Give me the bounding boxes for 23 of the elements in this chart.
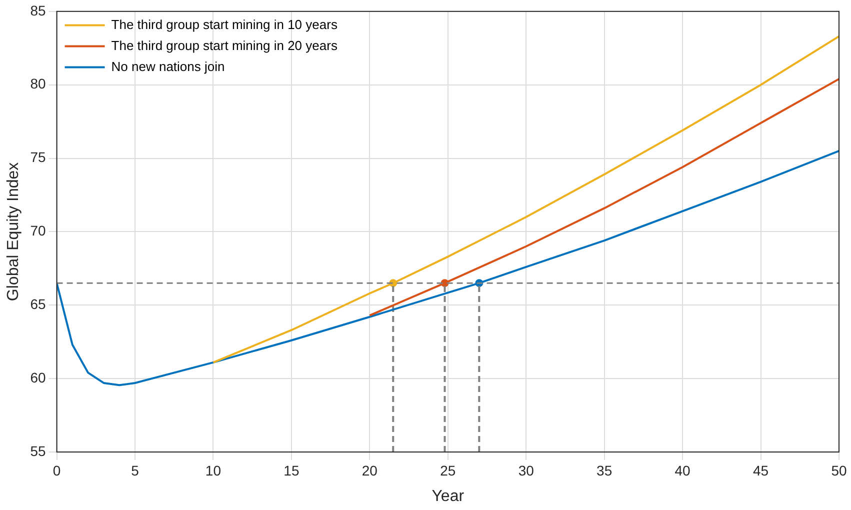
y-tick-label: 65 (30, 296, 46, 312)
legend-label: No new nations join (111, 58, 225, 74)
y-tick-label: 70 (30, 222, 46, 239)
x-tick-label: 0 (52, 462, 61, 478)
legend-label: The third group start mining in 20 years (111, 38, 338, 53)
x-axis-title: Year (432, 488, 465, 505)
x-tick-label: 35 (596, 462, 612, 478)
y-tick-label: 80 (30, 76, 46, 92)
x-tick-label: 50 (831, 462, 847, 478)
y-tick-label: 55 (30, 442, 46, 459)
x-tick-label: 10 (205, 462, 222, 478)
y-tick-label: 85 (30, 2, 46, 18)
x-tick-label: 30 (518, 462, 534, 478)
x-tick-label: 20 (362, 462, 378, 478)
x-tick-label: 40 (674, 462, 691, 478)
legend-label: The third group start mining in 10 years (111, 16, 338, 32)
x-tick-label: 45 (752, 462, 769, 478)
y-tick-label: 75 (30, 149, 46, 166)
x-tick-label: 5 (131, 462, 140, 478)
x-tick-label: 15 (284, 462, 300, 478)
x-tick-label: 25 (440, 462, 456, 478)
y-axis-title: Global Equity Index (5, 162, 22, 302)
y-tick-label: 60 (30, 369, 46, 386)
